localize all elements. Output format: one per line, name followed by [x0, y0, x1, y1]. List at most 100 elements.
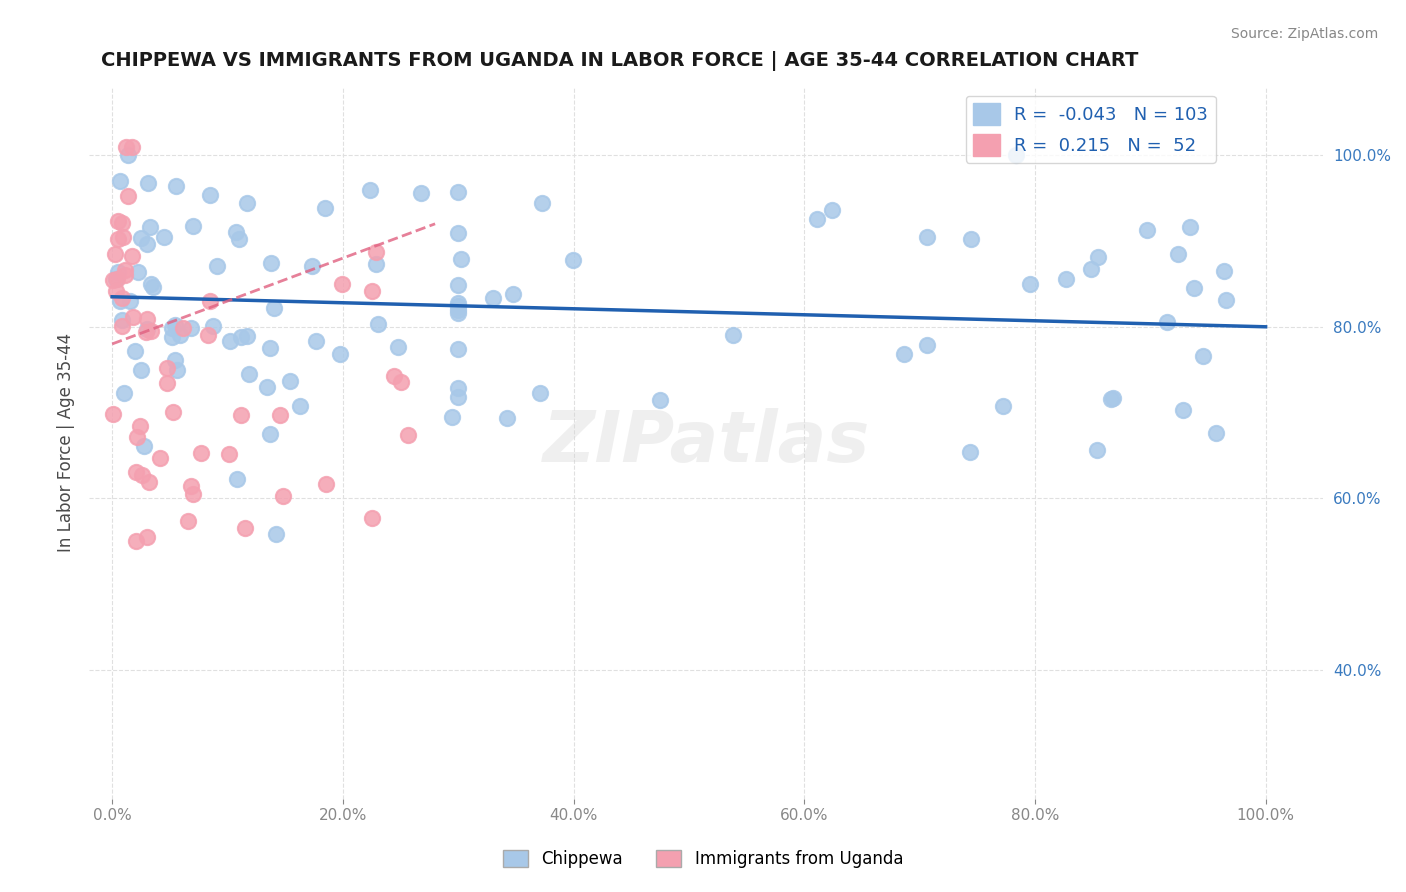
Point — [256, 380, 278, 394]
Point — [264, 527, 287, 541]
Y-axis label: In Labor Force | Age 35-44: In Labor Force | Age 35-44 — [58, 333, 75, 552]
Point — [105, 285, 128, 299]
Point — [219, 334, 242, 348]
Point — [112, 229, 135, 244]
Point — [104, 272, 127, 286]
Point — [1167, 247, 1189, 261]
Point — [156, 376, 179, 390]
Point — [1213, 263, 1236, 277]
Point — [360, 284, 382, 298]
Point — [915, 230, 938, 244]
Point — [1102, 391, 1125, 405]
Point — [1182, 281, 1205, 295]
Point — [259, 427, 281, 442]
Point — [1191, 350, 1213, 364]
Point — [411, 186, 433, 201]
Point — [101, 407, 124, 421]
Point — [229, 329, 252, 343]
Point — [806, 212, 828, 227]
Point — [117, 148, 139, 162]
Point — [177, 514, 200, 528]
Point — [111, 216, 134, 230]
Point — [218, 447, 240, 461]
Point — [314, 202, 336, 216]
Point — [447, 299, 470, 313]
Point — [121, 249, 143, 263]
Point — [447, 185, 470, 199]
Point — [139, 277, 162, 291]
Point — [1085, 443, 1108, 458]
Point — [496, 411, 519, 425]
Point — [197, 327, 219, 342]
Point — [136, 237, 159, 252]
Point — [124, 534, 146, 549]
Point — [1171, 402, 1194, 417]
Point — [1099, 392, 1122, 407]
Point — [136, 312, 159, 326]
Point — [1178, 219, 1201, 234]
Point — [117, 189, 139, 203]
Point — [305, 334, 328, 348]
Point — [447, 303, 470, 318]
Point — [1005, 148, 1028, 162]
Point — [114, 262, 136, 277]
Point — [207, 259, 229, 273]
Point — [110, 174, 132, 188]
Point — [1054, 271, 1077, 285]
Point — [450, 252, 472, 266]
Point — [131, 231, 153, 245]
Point — [821, 203, 844, 218]
Point — [364, 257, 387, 271]
Point — [165, 179, 187, 194]
Point — [1156, 315, 1178, 329]
Point — [111, 291, 134, 305]
Point — [260, 256, 283, 270]
Point — [118, 294, 141, 309]
Point — [502, 287, 524, 301]
Point — [529, 386, 551, 401]
Point — [163, 318, 186, 332]
Point — [107, 272, 129, 286]
Point — [226, 472, 249, 486]
Point — [107, 214, 129, 228]
Point — [183, 486, 205, 500]
Point — [269, 408, 291, 422]
Point — [271, 489, 294, 503]
Point — [447, 278, 470, 293]
Point — [1136, 223, 1159, 237]
Legend: Chippewa, Immigrants from Uganda: Chippewa, Immigrants from Uganda — [496, 843, 910, 875]
Point — [160, 321, 183, 335]
Point — [163, 352, 186, 367]
Point — [1080, 262, 1102, 277]
Point — [447, 226, 470, 240]
Point — [138, 475, 160, 489]
Text: Source: ZipAtlas.com: Source: ZipAtlas.com — [1230, 27, 1378, 41]
Point — [111, 312, 134, 326]
Point — [128, 418, 150, 433]
Point — [233, 521, 256, 535]
Point — [382, 369, 405, 384]
Point — [200, 293, 222, 308]
Point — [125, 465, 148, 479]
Point — [124, 344, 146, 359]
Legend: R =  -0.043   N = 103, R =  0.215   N =  52: R = -0.043 N = 103, R = 0.215 N = 52 — [966, 95, 1216, 163]
Point — [387, 340, 409, 354]
Point — [136, 177, 159, 191]
Point — [367, 317, 389, 331]
Point — [228, 232, 250, 246]
Point — [121, 139, 143, 153]
Point — [959, 445, 981, 459]
Point — [108, 293, 131, 308]
Point — [1019, 277, 1042, 292]
Point — [139, 324, 162, 338]
Point — [107, 265, 129, 279]
Point — [160, 330, 183, 344]
Point — [112, 386, 135, 401]
Point — [104, 246, 127, 260]
Point — [142, 280, 165, 294]
Point — [1205, 426, 1227, 441]
Point — [131, 362, 153, 376]
Text: ZIPatlas: ZIPatlas — [543, 409, 870, 477]
Point — [114, 268, 136, 283]
Point — [315, 476, 337, 491]
